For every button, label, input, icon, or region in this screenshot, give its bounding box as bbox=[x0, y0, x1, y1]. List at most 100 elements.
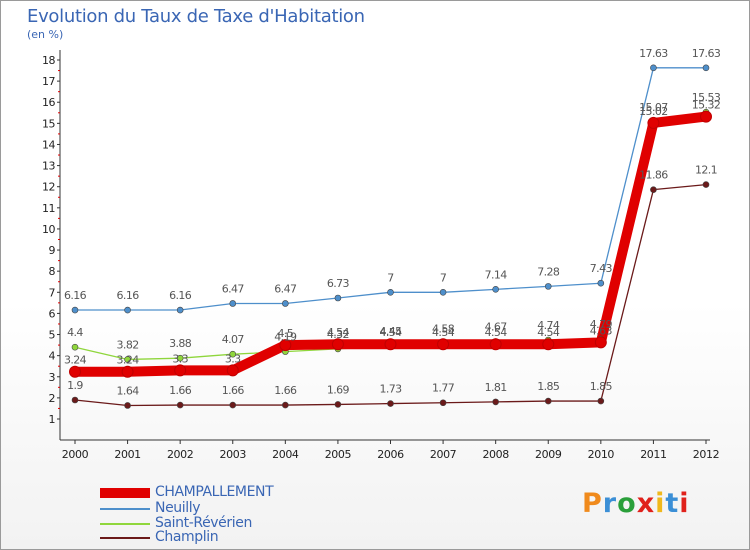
data-label: 6.16 bbox=[169, 289, 192, 302]
data-point bbox=[439, 399, 447, 407]
data-label: 6.47 bbox=[222, 282, 245, 295]
data-label: 7.28 bbox=[537, 265, 560, 278]
chart-title: Evolution du Taux de Taxe d'Habitation bbox=[27, 6, 365, 27]
data-label: 1.77 bbox=[432, 382, 455, 395]
data-label: 6.73 bbox=[327, 277, 350, 290]
x-tick-label: 2009 bbox=[535, 448, 562, 461]
data-label: 7.43 bbox=[590, 262, 613, 275]
data-point bbox=[71, 343, 79, 351]
data-label: 4.07 bbox=[222, 333, 245, 346]
data-point bbox=[282, 401, 289, 409]
data-point bbox=[174, 364, 187, 377]
data-label: 1.81 bbox=[485, 381, 507, 394]
data-label: 4.54 bbox=[485, 326, 508, 339]
y-tick-label: 11 bbox=[42, 202, 55, 215]
x-tick-label: 2012 bbox=[693, 448, 719, 461]
data-label: 3.82 bbox=[117, 338, 139, 351]
data-label: 17.63 bbox=[692, 47, 721, 60]
y-tick-label: 8 bbox=[49, 265, 56, 278]
x-tick-label: 2002 bbox=[167, 448, 193, 461]
data-label: 4.32 bbox=[327, 328, 349, 341]
data-label: 4.45 bbox=[379, 325, 402, 338]
data-point bbox=[71, 396, 79, 404]
data-point bbox=[384, 338, 397, 351]
data-label: 11.86 bbox=[639, 169, 668, 182]
data-label: 4.54 bbox=[537, 326, 560, 339]
y-tick-label: 1 bbox=[49, 413, 56, 426]
data-point bbox=[124, 402, 131, 409]
data-label: 1.66 bbox=[222, 384, 245, 397]
data-point bbox=[594, 336, 607, 349]
data-label: 3.24 bbox=[64, 354, 87, 367]
data-label: 12.1 bbox=[695, 164, 717, 177]
data-label: 1.9 bbox=[67, 379, 83, 392]
data-point bbox=[331, 338, 344, 351]
data-point bbox=[69, 365, 81, 378]
data-point bbox=[702, 64, 710, 72]
data-label: 4.58 bbox=[432, 322, 455, 335]
legend-label: Champlin bbox=[155, 529, 219, 545]
data-label: 4.54 bbox=[432, 326, 455, 339]
legend-label: Neuilly bbox=[155, 500, 201, 516]
y-tick-label: 3 bbox=[49, 371, 56, 384]
data-point bbox=[650, 64, 657, 72]
data-point bbox=[124, 306, 131, 314]
data-point bbox=[647, 116, 660, 129]
data-label: 4.79 bbox=[590, 318, 613, 331]
legend-swatch bbox=[100, 508, 150, 510]
x-tick-label: 2011 bbox=[640, 448, 666, 461]
data-point bbox=[492, 286, 499, 293]
data-point bbox=[492, 398, 499, 406]
data-point bbox=[489, 338, 502, 351]
data-point bbox=[387, 288, 394, 296]
data-label: 3.88 bbox=[169, 337, 192, 350]
data-point bbox=[700, 110, 712, 123]
data-label: 15.32 bbox=[692, 99, 721, 112]
legend-swatch bbox=[100, 523, 150, 525]
data-point bbox=[226, 364, 239, 377]
x-tick-label: 2000 bbox=[62, 448, 89, 461]
legend-swatch bbox=[100, 537, 150, 539]
data-label: 3.3 bbox=[172, 352, 188, 365]
data-point bbox=[702, 181, 710, 188]
data-label: 17.63 bbox=[639, 47, 668, 60]
data-label: 15.53 bbox=[692, 91, 721, 104]
data-point bbox=[542, 338, 555, 351]
data-label: 6.47 bbox=[274, 282, 297, 295]
data-point bbox=[229, 401, 237, 409]
data-label: 4.19 bbox=[274, 331, 297, 344]
data-point bbox=[282, 300, 289, 307]
data-label: 15.02 bbox=[639, 105, 668, 118]
data-label: 4.4 bbox=[67, 326, 83, 339]
data-label: 4.63 bbox=[590, 324, 613, 337]
data-point bbox=[544, 283, 552, 290]
data-point bbox=[650, 186, 657, 193]
data-label: 6.16 bbox=[64, 289, 87, 302]
data-label: 4.54 bbox=[327, 326, 350, 339]
data-label: 4.74 bbox=[537, 319, 560, 332]
data-point bbox=[334, 401, 342, 408]
x-tick-label: 2005 bbox=[325, 448, 352, 461]
data-label: 1.85 bbox=[537, 380, 560, 393]
data-point bbox=[176, 401, 184, 409]
data-point bbox=[279, 339, 292, 352]
data-point bbox=[124, 356, 131, 363]
data-label: 7 bbox=[440, 271, 447, 284]
y-tick-label: 14 bbox=[42, 138, 55, 151]
y-tick-label: 4 bbox=[49, 350, 56, 363]
data-point bbox=[439, 288, 447, 296]
y-tick-label: 2 bbox=[49, 392, 56, 405]
data-point bbox=[334, 294, 342, 302]
x-tick-label: 2006 bbox=[377, 448, 404, 461]
data-point bbox=[597, 397, 605, 405]
y-tick-label: 15 bbox=[42, 117, 55, 130]
data-label: 6.16 bbox=[117, 289, 140, 302]
x-tick-label: 2007 bbox=[430, 448, 457, 461]
x-tick-label: 2010 bbox=[588, 448, 615, 461]
data-point bbox=[176, 306, 184, 314]
data-label: 3.3 bbox=[225, 352, 241, 365]
data-point bbox=[121, 365, 134, 378]
y-tick-label: 10 bbox=[42, 223, 55, 236]
